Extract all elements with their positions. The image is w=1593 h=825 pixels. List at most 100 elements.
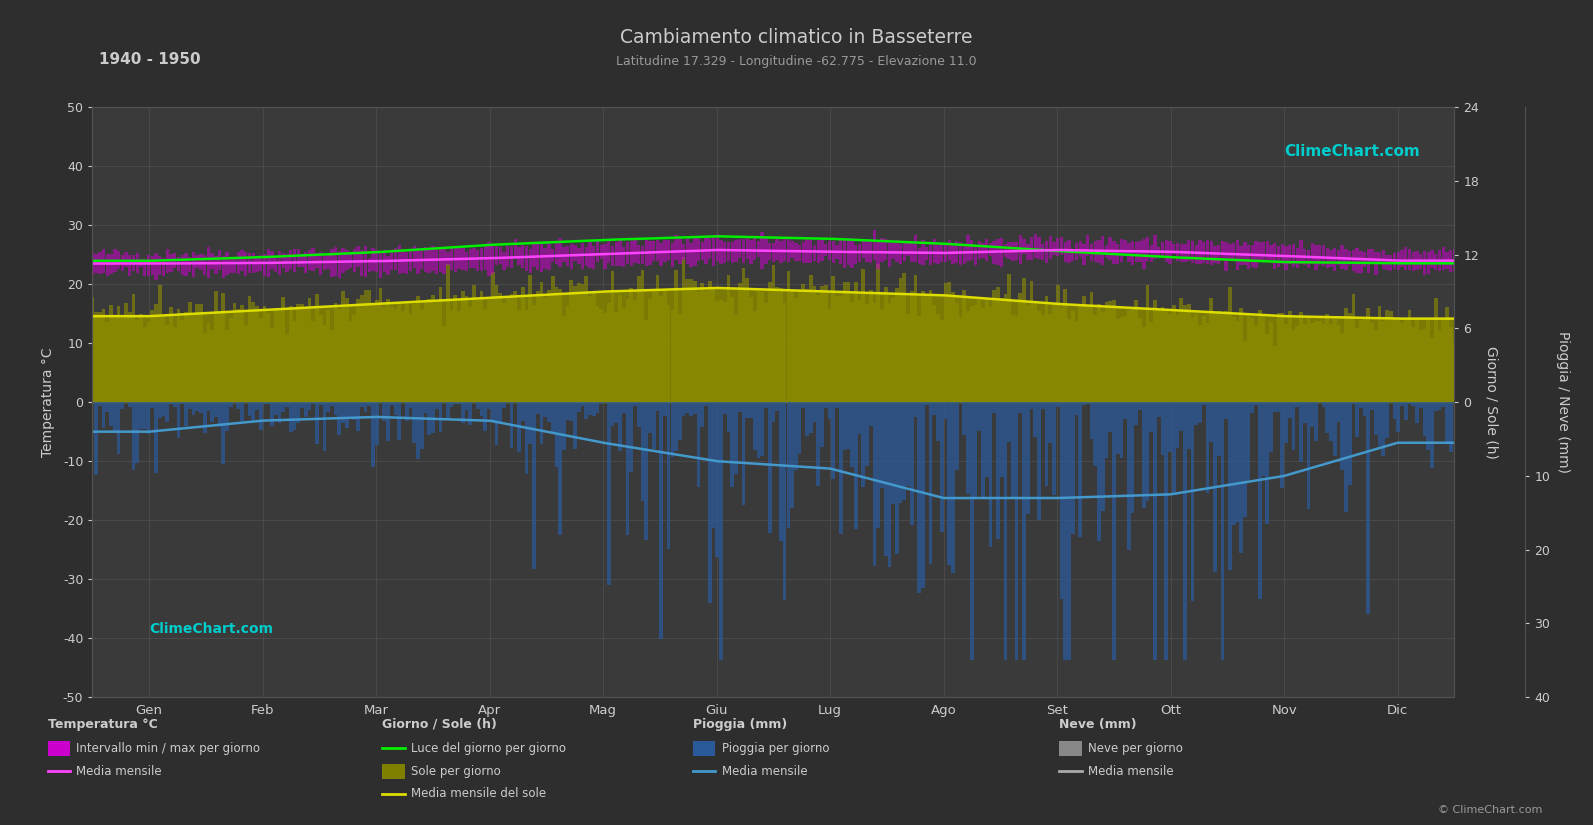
Bar [322, 403, 327, 451]
Bar [1329, 403, 1333, 441]
Bar [405, 252, 408, 275]
Bar [1007, 275, 1012, 403]
Bar [546, 290, 551, 403]
Bar [535, 403, 540, 414]
Bar [524, 309, 529, 403]
Bar [857, 300, 862, 403]
Bar [1359, 403, 1362, 408]
Bar [465, 403, 468, 409]
Bar [679, 314, 682, 403]
Bar [742, 268, 746, 403]
Bar [1392, 318, 1397, 403]
Bar [884, 239, 887, 261]
Bar [1367, 403, 1370, 615]
Text: Neve per giorno: Neve per giorno [1088, 742, 1184, 755]
Text: Pioggia per giorno: Pioggia per giorno [722, 742, 828, 755]
Bar [1386, 255, 1389, 270]
Bar [229, 258, 233, 273]
Bar [169, 254, 172, 272]
Bar [393, 403, 397, 415]
Text: Pioggia (mm): Pioggia (mm) [693, 718, 787, 731]
Bar [457, 248, 460, 270]
Bar [1306, 250, 1309, 268]
Bar [1254, 241, 1258, 268]
Bar [483, 309, 487, 403]
Bar [1273, 403, 1276, 412]
Bar [135, 320, 139, 403]
Bar [554, 243, 558, 264]
Bar [959, 242, 962, 266]
Bar [787, 271, 790, 403]
Bar [1251, 245, 1254, 267]
Bar [898, 403, 903, 503]
Bar [1364, 252, 1367, 267]
Bar [604, 314, 607, 403]
Bar [213, 403, 218, 417]
Bar [599, 245, 604, 259]
Bar [177, 309, 180, 403]
Bar [327, 403, 330, 412]
Bar [502, 252, 505, 270]
Bar [1012, 242, 1015, 262]
Bar [720, 240, 723, 264]
Bar [491, 247, 494, 274]
Bar [1139, 318, 1142, 403]
Bar [143, 258, 147, 276]
Bar [393, 309, 397, 403]
Bar [1231, 403, 1236, 525]
Bar [91, 298, 94, 403]
Bar [293, 321, 296, 403]
Bar [1352, 250, 1356, 271]
Bar [1228, 403, 1231, 570]
Bar [1048, 236, 1051, 259]
Bar [978, 403, 981, 431]
Bar [674, 235, 677, 261]
Bar [981, 403, 984, 498]
Bar [1051, 303, 1056, 403]
Bar [648, 299, 652, 403]
Bar [873, 403, 876, 567]
Bar [1322, 324, 1325, 403]
Bar [1190, 403, 1195, 601]
Bar [921, 240, 926, 266]
Bar [648, 241, 652, 265]
Bar [323, 254, 327, 271]
Bar [551, 403, 554, 432]
Bar [387, 256, 390, 276]
Bar [1348, 403, 1351, 485]
Bar [507, 296, 510, 403]
Bar [438, 287, 443, 403]
Bar [984, 238, 988, 261]
Bar [910, 290, 914, 403]
Bar [1265, 334, 1270, 403]
Bar [1303, 323, 1306, 403]
Bar [1093, 242, 1098, 262]
Bar [1295, 248, 1298, 267]
Bar [746, 403, 749, 417]
Bar [127, 403, 132, 407]
Bar [843, 403, 846, 450]
Bar [210, 403, 213, 422]
Bar [1034, 301, 1037, 403]
Bar [806, 238, 809, 263]
Bar [1295, 327, 1300, 403]
Bar [413, 304, 416, 403]
Bar [397, 302, 401, 403]
Bar [1262, 403, 1265, 476]
Bar [105, 254, 108, 276]
Bar [247, 403, 252, 416]
Bar [1192, 242, 1195, 262]
Bar [1370, 249, 1373, 264]
Bar [1126, 310, 1131, 403]
Bar [161, 317, 166, 403]
Bar [1281, 244, 1284, 264]
Bar [1284, 246, 1287, 270]
Bar [105, 322, 110, 403]
Bar [1375, 252, 1378, 276]
Bar [1098, 240, 1101, 263]
Bar [1139, 403, 1142, 410]
Bar [1362, 319, 1367, 403]
Bar [782, 238, 787, 262]
Bar [749, 297, 753, 403]
Bar [1179, 403, 1184, 431]
